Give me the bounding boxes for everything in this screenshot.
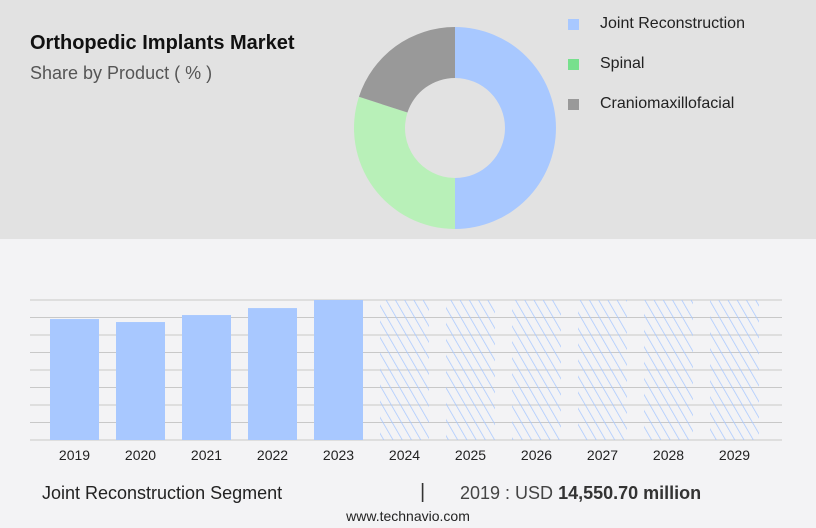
forecast-bar (578, 300, 627, 440)
legend-swatch (568, 58, 579, 70)
x-tick-label: 2020 (125, 447, 156, 463)
separator: | (420, 481, 426, 503)
legend-label: Joint Reconstruction (600, 15, 745, 32)
pie-slice (455, 27, 556, 229)
source-url: www.technavio.com (346, 508, 470, 524)
x-tick-label: 2019 (59, 447, 90, 463)
legend-item: Joint Reconstruction (568, 4, 745, 44)
bar (116, 322, 165, 440)
value-amount: 14,550.70 million (558, 483, 702, 503)
x-tick-label: 2026 (521, 447, 552, 463)
x-tick-label: 2027 (587, 447, 618, 463)
bar (314, 300, 363, 440)
legend-item: Craniomaxillofacial (568, 84, 745, 124)
bar (50, 319, 99, 440)
forecast-bar (446, 300, 495, 440)
forecast-bar (644, 300, 693, 440)
chart-subtitle: Share by Product ( % ) (30, 63, 213, 83)
forecast-bar (710, 300, 759, 440)
x-tick-label: 2028 (653, 447, 684, 463)
legend: Joint Reconstruction Spinal Craniomaxill… (568, 4, 745, 124)
legend-swatch (568, 98, 579, 110)
x-tick-label: 2025 (455, 447, 486, 463)
segment-label: Joint Reconstruction Segment (42, 483, 283, 503)
value-prefix: 2019 : USD (460, 483, 559, 503)
x-tick-label: 2021 (191, 447, 222, 463)
pie-slice (358, 27, 455, 113)
segment-value: 2019 : USD 14,550.70 million (460, 483, 701, 504)
legend-label: Craniomaxillofacial (600, 95, 735, 112)
legend-item: Spinal (568, 44, 745, 84)
x-tick-label: 2023 (323, 447, 354, 463)
chart-title: Orthopedic Implants Market (30, 32, 295, 54)
x-tick-label: 2022 (257, 447, 288, 463)
bar (248, 308, 297, 440)
forecast-bar (512, 300, 561, 440)
legend-swatch (568, 18, 579, 30)
x-tick-label: 2029 (719, 447, 750, 463)
x-tick-label: 2024 (389, 447, 420, 463)
legend-label: Spinal (600, 55, 645, 72)
bar (182, 315, 231, 440)
forecast-bar (380, 300, 429, 440)
pie-slice (353, 96, 455, 230)
